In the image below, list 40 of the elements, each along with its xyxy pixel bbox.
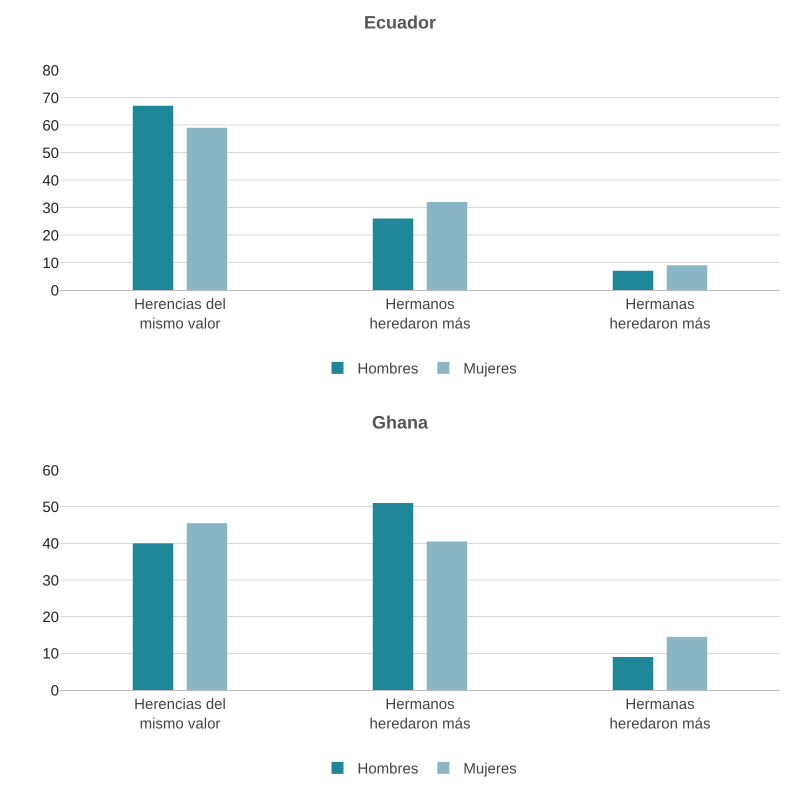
legend-label: Mujeres — [463, 760, 517, 778]
y-tick-label: 10 — [42, 254, 59, 272]
bar — [372, 503, 414, 690]
bar — [132, 543, 174, 690]
bar — [666, 265, 708, 290]
bar — [132, 106, 174, 290]
y-tick-label: 20 — [42, 227, 59, 244]
legend-label: Hombres — [358, 760, 418, 778]
bar — [372, 218, 414, 290]
x-tick-label: Hermanas heredaron más — [610, 296, 710, 332]
y-tick-label: 60 — [42, 462, 59, 480]
bar — [612, 270, 654, 290]
bar — [612, 657, 654, 690]
y-tick-label: 10 — [42, 646, 59, 663]
y-tick-label: 0 — [50, 282, 59, 300]
y-tick-label: 50 — [42, 498, 59, 516]
bar — [666, 636, 708, 690]
bar — [186, 128, 228, 290]
bar — [426, 202, 468, 290]
x-tick-label: Hermanos heredaron más — [370, 696, 470, 732]
chart-title: Ecuador — [364, 12, 436, 33]
y-tick-label: 60 — [42, 117, 59, 134]
bar — [186, 523, 228, 690]
x-tick-label: Herencias del mismo valor — [134, 696, 226, 732]
legend-label: Hombres — [358, 360, 418, 378]
y-tick-label: 70 — [42, 90, 59, 107]
y-tick-label: 30 — [42, 200, 59, 217]
y-tick-label: 30 — [42, 572, 59, 590]
y-tick-label: 40 — [42, 172, 59, 190]
y-tick-label: 50 — [42, 144, 59, 162]
y-tick-label: 40 — [42, 536, 59, 553]
y-tick-label: 80 — [42, 62, 59, 80]
x-tick-label: Hermanas heredaron más — [610, 696, 710, 732]
y-tick-label: 0 — [50, 682, 59, 700]
bar — [426, 542, 468, 690]
x-tick-label: Hermanos heredaron más — [370, 296, 470, 332]
y-tick-label: 20 — [42, 608, 59, 626]
x-tick-label: Herencias del mismo valor — [134, 296, 226, 332]
chart-title: Ghana — [372, 412, 429, 433]
legend-label: Mujeres — [463, 360, 517, 378]
